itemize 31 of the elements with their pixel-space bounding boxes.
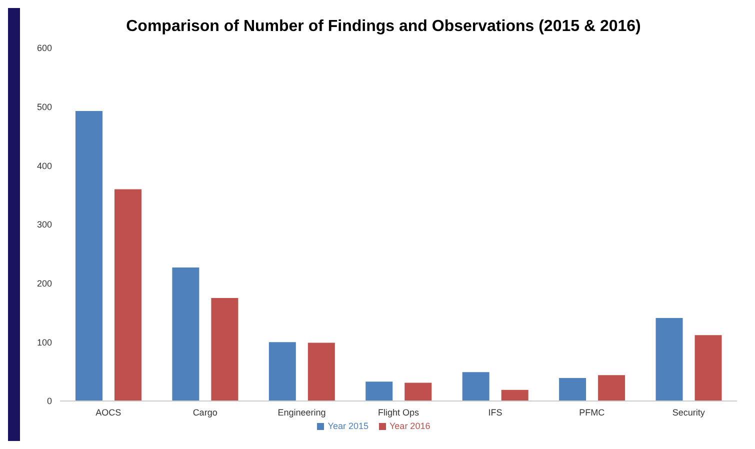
legend-label: Year 2015 [328, 421, 368, 431]
x-tick-label: Flight Ops [378, 407, 420, 418]
y-tick-label: 600 [36, 43, 52, 54]
bar [656, 318, 683, 401]
bar [501, 390, 528, 401]
x-tick-label: IFS [488, 407, 502, 418]
bar [75, 110, 102, 401]
x-tick-label: Security [672, 407, 706, 418]
bar [598, 375, 626, 401]
x-tick-label: AOCS [96, 407, 122, 418]
bar [308, 342, 335, 401]
bar [559, 378, 586, 401]
x-tick-label: Cargo [192, 407, 218, 418]
legend-label: Year 2016 [390, 421, 430, 431]
bar [114, 189, 142, 401]
y-tick-label: 200 [36, 278, 52, 289]
bar [268, 342, 296, 401]
bar [694, 335, 722, 401]
bar [462, 372, 490, 401]
y-tick-label: 500 [36, 102, 52, 112]
chart-title: Comparison of Number of Findings and Observations (2015 & 2016) [125, 18, 642, 36]
bar [211, 298, 238, 401]
bar [404, 382, 432, 401]
bar [172, 267, 200, 401]
y-tick-label: 400 [36, 160, 52, 171]
y-tick-label: 0 [46, 396, 52, 406]
x-tick-label: Engineering [278, 407, 326, 418]
bar [366, 382, 393, 401]
x-tick-label: PFMC [579, 407, 606, 418]
y-tick-label: 300 [36, 220, 52, 230]
y-tick-label: 100 [36, 337, 52, 348]
